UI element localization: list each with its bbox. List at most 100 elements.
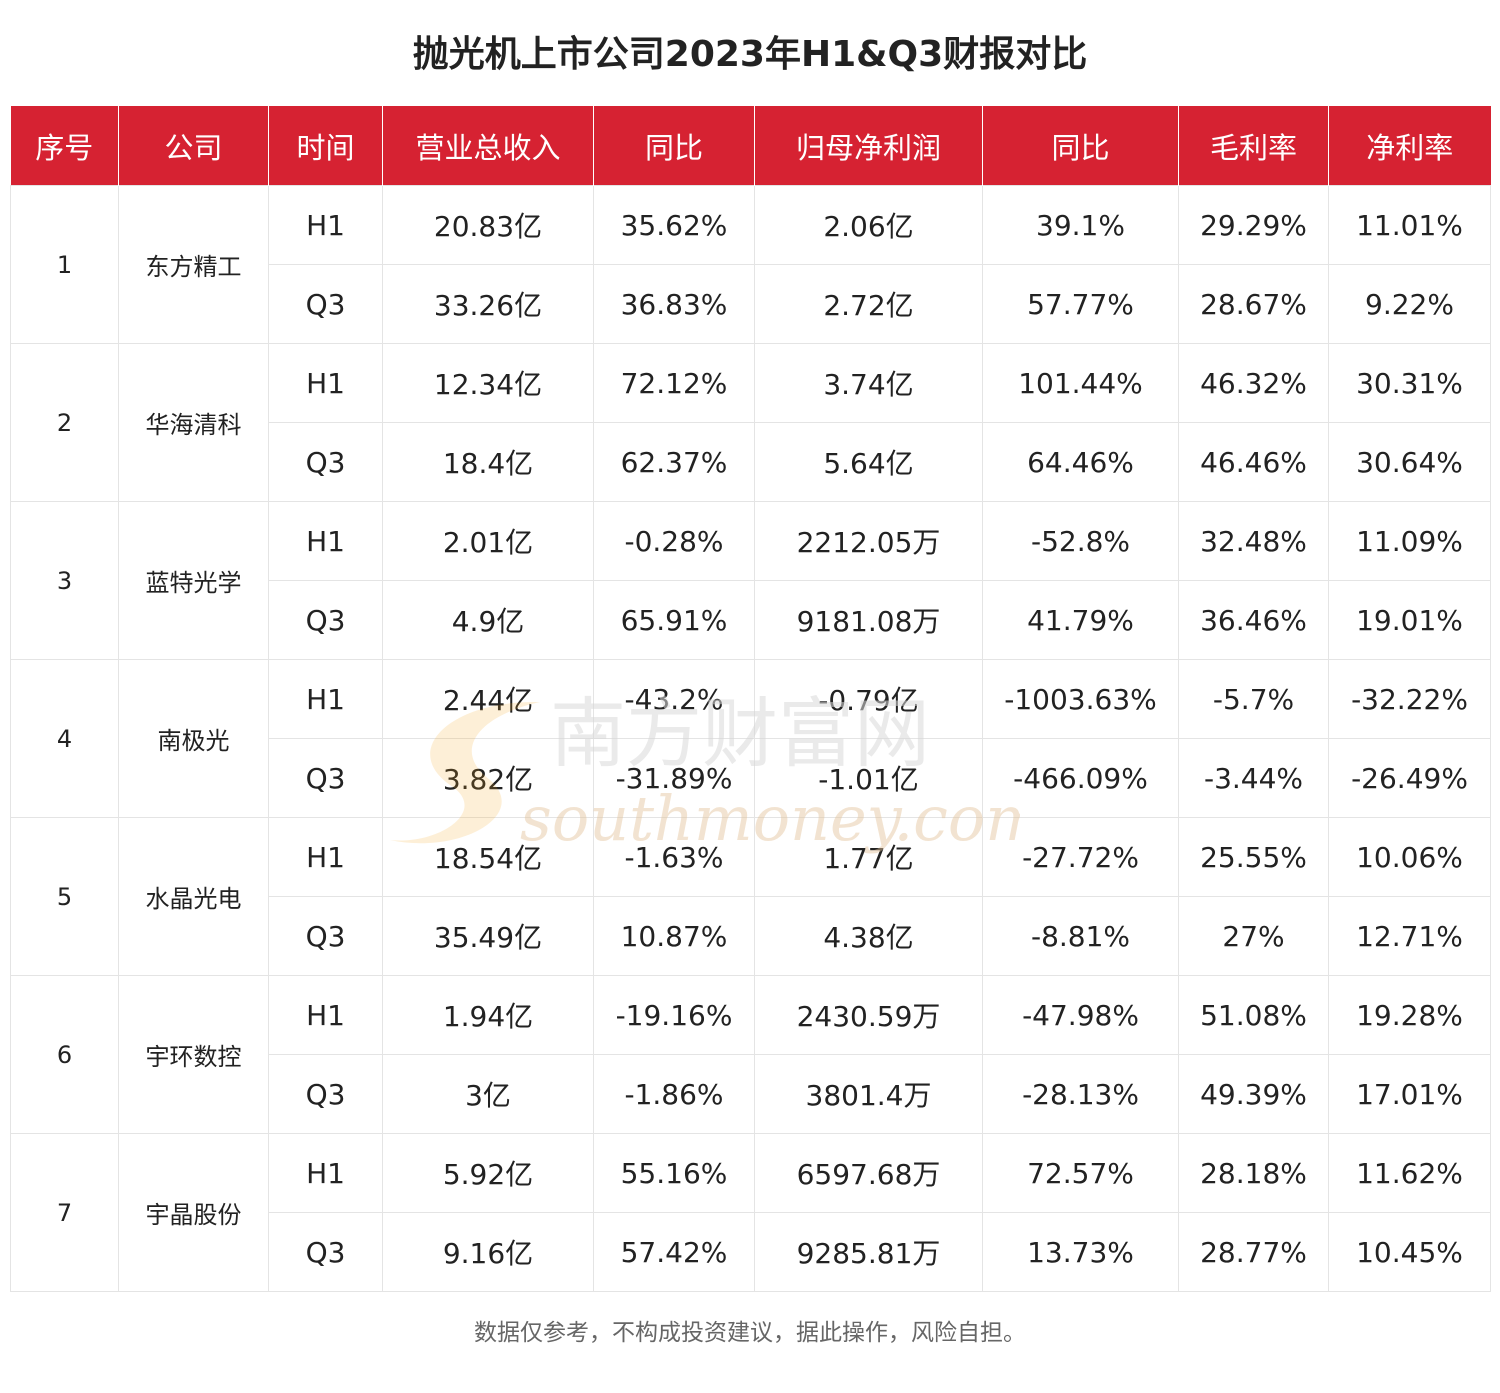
table-cell: 36.83% (593, 264, 755, 344)
table-cell: H1 (268, 1133, 383, 1213)
table-cell: 55.16% (593, 1133, 755, 1213)
table-cell: -1.01亿 (754, 738, 983, 818)
company-cell: 宇环数控 (118, 975, 269, 1134)
financial-comparison-table: 序号 公司 时间 营业总收入 同比 归母净利润 同比 毛利率 净利率 1 东方精工 H1 20.83亿… (10, 106, 1491, 1292)
table-cell: 12.71% (1328, 896, 1491, 976)
table-cell: 2430.59万 (754, 975, 983, 1055)
table-cell: 18.4亿 (382, 422, 594, 502)
table-cell: H1 (268, 343, 383, 423)
table-row: 6 宇环数控 H1 1.94亿 -19.16% 2430.59万 -47.98% 51.08%… (10, 975, 1491, 1134)
company-cell: 水晶光电 (118, 817, 269, 976)
table-row: Q3 4.9亿 65.91% 9181.08万 41.79% 36.46% 19.01% (11, 580, 1491, 660)
table-cell: 2.06亿 (754, 185, 983, 265)
table-cell: 41.79% (982, 580, 1179, 660)
table-cell: H1 (268, 975, 383, 1055)
table-cell: 27% (1178, 896, 1329, 976)
table-cell: 11.62% (1328, 1133, 1491, 1213)
table-cell: -19.16% (593, 975, 755, 1055)
row-number-cell: 2 (10, 343, 119, 502)
table-cell: 46.32% (1178, 343, 1329, 423)
column-header: 毛利率 (1178, 106, 1329, 186)
table-cell: Q3 (268, 1212, 383, 1292)
column-header: 净利率 (1328, 106, 1491, 186)
table-cell: 72.57% (982, 1133, 1179, 1213)
table-cell: 30.64% (1328, 422, 1491, 502)
table-row: 5 水晶光电 H1 18.54亿 -1.63% 1.77亿 -27.72% 25.55% 10.… (10, 817, 1491, 976)
table-cell: 1.77亿 (754, 817, 983, 897)
table-cell: 2.44亿 (382, 659, 594, 739)
table-cell: 28.67% (1178, 264, 1329, 344)
table-cell: 62.37% (593, 422, 755, 502)
table-body: 1 东方精工 H1 20.83亿 35.62% 2.06亿 39.1% 29.29% 11.01… (10, 185, 1491, 1292)
table-cell: 6597.68万 (754, 1133, 983, 1213)
table-row: Q3 3.82亿 -31.89% -1.01亿 -466.09% -3.44% -26.49… (11, 738, 1491, 818)
column-header: 序号 (10, 106, 119, 186)
table-cell: 19.28% (1328, 975, 1491, 1055)
column-header: 营业总收入 (382, 106, 594, 186)
table-cell: 3.82亿 (382, 738, 594, 818)
table-cell: Q3 (268, 896, 383, 976)
table-cell: 72.12% (593, 343, 755, 423)
table-cell: 9.22% (1328, 264, 1491, 344)
table-row: Q3 9.16亿 57.42% 9285.81万 13.73% 28.77% 10.45% (11, 1212, 1491, 1292)
table-cell: -1.63% (593, 817, 755, 897)
row-number-cell: 4 (10, 659, 119, 818)
row-number-cell: 3 (10, 501, 119, 660)
table-cell: 4.9亿 (382, 580, 594, 660)
table-cell: -8.81% (982, 896, 1179, 976)
table-cell: -0.79亿 (754, 659, 983, 739)
table-cell: 12.34亿 (382, 343, 594, 423)
company-cell: 南极光 (118, 659, 269, 818)
table-cell: 5.92亿 (382, 1133, 594, 1213)
table-cell: 17.01% (1328, 1054, 1491, 1134)
table-cell: 4.38亿 (754, 896, 983, 976)
row-number-cell: 1 (10, 185, 119, 344)
table-cell: 3亿 (382, 1054, 594, 1134)
table-row: 4 南极光 H1 2.44亿 -43.2% -0.79亿 -1003.63% -5.7% -32… (10, 659, 1491, 818)
table-cell: 101.44% (982, 343, 1179, 423)
table-cell: -31.89% (593, 738, 755, 818)
table-cell: -27.72% (982, 817, 1179, 897)
disclaimer-footer: 数据仅参考，不构成投资建议，据此操作，风险自担。 (474, 1320, 1026, 1346)
table-cell: -28.13% (982, 1054, 1179, 1134)
row-number-cell: 7 (10, 1133, 119, 1292)
table-cell: 51.08% (1178, 975, 1329, 1055)
company-cell: 华海清科 (118, 343, 269, 502)
table-cell: 33.26亿 (382, 264, 594, 344)
table-cell: 2.01亿 (382, 501, 594, 581)
table-cell: 18.54亿 (382, 817, 594, 897)
table-cell: 64.46% (982, 422, 1179, 502)
table-cell: 28.18% (1178, 1133, 1329, 1213)
table-cell: 57.42% (593, 1212, 755, 1292)
table-row: 1 东方精工 H1 20.83亿 35.62% 2.06亿 39.1% 29.29% 11.01… (10, 185, 1491, 344)
table-row: 2 华海清科 H1 12.34亿 72.12% 3.74亿 101.44% 46.32% 30.… (10, 343, 1491, 502)
table-cell: -32.22% (1328, 659, 1491, 739)
table-cell: H1 (268, 659, 383, 739)
table-cell: 28.77% (1178, 1212, 1329, 1292)
table-cell: 1.94亿 (382, 975, 594, 1055)
table-header-row: 序号 公司 时间 营业总收入 同比 归母净利润 同比 毛利率 净利率 (10, 106, 1491, 186)
table-cell: 25.55% (1178, 817, 1329, 897)
column-header: 时间 (268, 106, 383, 186)
table-cell: 11.01% (1328, 185, 1491, 265)
table-cell: -52.8% (982, 501, 1179, 581)
table-cell: 35.62% (593, 185, 755, 265)
table-cell: 10.06% (1328, 817, 1491, 897)
table-cell: 10.87% (593, 896, 755, 976)
table-cell: 2212.05万 (754, 501, 983, 581)
table-cell: 3.74亿 (754, 343, 983, 423)
table-row: Q3 3亿 -1.86% 3801.4万 -28.13% 49.39% 17.01% (11, 1054, 1491, 1134)
table-cell: -5.7% (1178, 659, 1329, 739)
table-cell: 32.48% (1178, 501, 1329, 581)
table-cell: -47.98% (982, 975, 1179, 1055)
company-cell: 东方精工 (118, 185, 269, 344)
table-cell: 13.73% (982, 1212, 1179, 1292)
table-cell: 57.77% (982, 264, 1179, 344)
column-header: 归母净利润 (754, 106, 983, 186)
table-cell: 20.83亿 (382, 185, 594, 265)
column-header: 同比 (982, 106, 1179, 186)
page-title: 抛光机上市公司2023年H1&Q3财报对比 (412, 34, 1088, 75)
column-header: 同比 (593, 106, 755, 186)
table-row: Q3 35.49亿 10.87% 4.38亿 -8.81% 27% 12.71% (11, 896, 1491, 976)
company-cell: 蓝特光学 (118, 501, 269, 660)
